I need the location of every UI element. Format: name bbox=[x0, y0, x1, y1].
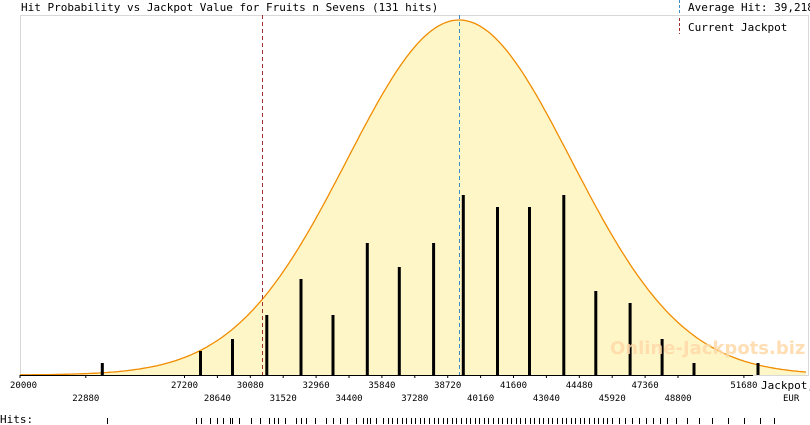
hit-bar bbox=[199, 351, 202, 375]
probability-curve bbox=[20, 19, 807, 376]
x-axis-unit: EUR bbox=[783, 394, 800, 404]
x-tick-label: 44480 bbox=[566, 381, 593, 391]
hit-bar bbox=[756, 363, 760, 375]
hit-bar bbox=[100, 363, 104, 375]
x-tick-label: 37280 bbox=[401, 394, 428, 404]
x-tick-label: 28640 bbox=[204, 394, 231, 404]
x-tick-label: 32960 bbox=[303, 381, 330, 391]
hit-bar bbox=[562, 195, 566, 375]
hit-bar bbox=[496, 207, 499, 375]
hit-bar bbox=[432, 243, 436, 375]
watermark: Online-Jackpots.biz bbox=[610, 338, 805, 359]
hit-bars bbox=[100, 195, 760, 375]
hit-bar bbox=[397, 267, 401, 375]
chart-title: Hit Probability vs Jackpot Value for Fru… bbox=[21, 1, 438, 14]
x-tick-label: 41600 bbox=[500, 381, 527, 391]
x-axis-ticks: 20000 27200 30080 32960 35840 38720 41600 44480… bbox=[10, 375, 757, 404]
hit-bar bbox=[461, 195, 465, 375]
x-tick-label: 35840 bbox=[368, 381, 395, 391]
x-tick-label: 20000 bbox=[10, 381, 37, 391]
x-tick-label: 45920 bbox=[599, 394, 626, 404]
x-tick-label: 27200 bbox=[171, 381, 198, 391]
hit-bar bbox=[265, 315, 269, 375]
x-axis-name: Jackpot, bbox=[761, 379, 810, 392]
legend-average-label: Average Hit: 39,218 bbox=[688, 1, 810, 14]
hit-bar bbox=[628, 303, 632, 375]
x-tick-label: 48800 bbox=[664, 394, 691, 404]
hit-bar bbox=[365, 243, 369, 375]
x-tick-label: 34400 bbox=[335, 394, 362, 404]
hit-markers bbox=[107, 418, 775, 424]
x-tick-label: 47360 bbox=[632, 381, 659, 391]
x-tick-label: 40160 bbox=[467, 394, 494, 404]
x-tick-label: 43040 bbox=[533, 394, 560, 404]
hit-bar bbox=[231, 339, 234, 375]
hit-bar bbox=[528, 207, 531, 375]
hit-bar bbox=[660, 339, 664, 375]
x-tick-label: 31520 bbox=[270, 394, 297, 404]
hit-bar bbox=[692, 363, 696, 375]
hits-label: Hits: bbox=[0, 413, 33, 425]
hit-bar bbox=[594, 291, 598, 375]
probability-curve-fill bbox=[20, 20, 806, 375]
x-tick-label: 51680 bbox=[730, 381, 757, 391]
legend-current-label: Current Jackpot bbox=[688, 21, 787, 34]
hit-bar bbox=[331, 315, 335, 375]
x-tick-label: 38720 bbox=[434, 381, 461, 391]
hit-bar bbox=[299, 279, 303, 375]
legend: Average Hit: 39,218 Current Jackpot bbox=[679, 0, 810, 34]
x-tick-label: 30080 bbox=[237, 381, 264, 391]
x-tick-label: 22880 bbox=[72, 394, 99, 404]
